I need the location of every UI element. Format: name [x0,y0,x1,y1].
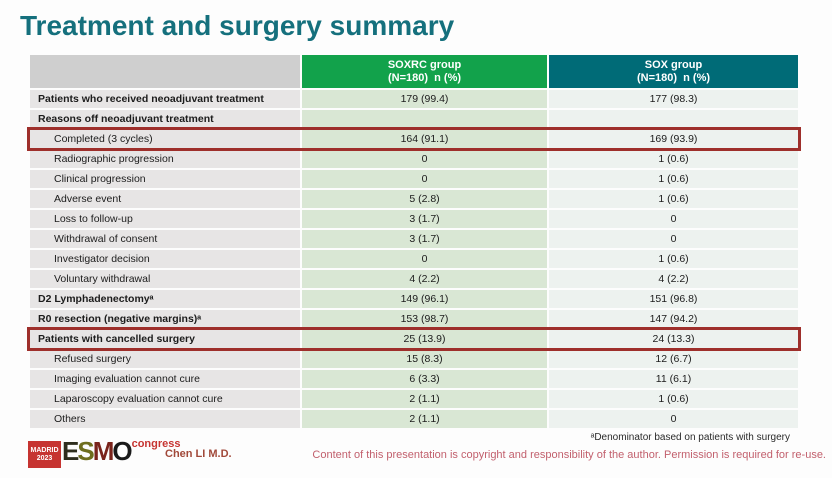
author-name: Chen LI M.D. [165,448,232,460]
soxrc-group-sublabel: (N=180) n (%) [387,71,462,84]
row-label: Clinical progression [30,170,300,188]
table-row: Voluntary withdrawal 4 (2.2) 4 (2.2) [30,270,798,288]
table-row: Adverse event 5 (2.8) 1 (0.6) [30,190,798,208]
soxrc-value: 4 (2.2) [302,270,547,288]
soxrc-value: 0 [302,170,547,188]
soxrc-value: 179 (99.4) [302,90,547,108]
row-label: Radiographic progression [30,150,300,168]
table-row: Investigator decision 0 1 (0.6) [30,250,798,268]
table-row: Patients who received neoadjuvant treatm… [30,90,798,108]
sox-value: 11 (6.1) [549,370,798,388]
soxrc-value: 2 (1.1) [302,390,547,408]
table-header-row: SOXRC group (N=180) n (%) SOX group (N=1… [30,55,798,88]
row-label: Refused surgery [30,350,300,368]
soxrc-value: 6 (3.3) [302,370,547,388]
table-body: Patients who received neoadjuvant treatm… [27,90,801,428]
row-label: Patients who received neoadjuvant treatm… [30,90,300,108]
sox-value: 0 [549,410,798,428]
copyright-notice: Content of this presentation is copyrigh… [312,449,826,461]
row-label: Reasons off neoadjuvant treatment [30,110,300,128]
soxrc-value: 5 (2.8) [302,190,547,208]
sox-value: 1 (0.6) [549,250,798,268]
sox-value: 151 (96.8) [549,290,798,308]
sox-value [549,110,798,128]
row-label: Voluntary withdrawal [30,270,300,288]
row-label: Others [30,410,300,428]
row-label: Withdrawal of consent [30,230,300,248]
soxrc-value [302,110,547,128]
logo-city: MADRID [30,446,59,454]
soxrc-value: 25 (13.9) [302,330,547,348]
sox-value: 147 (94.2) [549,310,798,328]
row-label: Adverse event [30,190,300,208]
logo-year: 2023 [36,454,53,462]
soxrc-value: 153 (98.7) [302,310,547,328]
sox-value: 12 (6.7) [549,350,798,368]
header-cell-sox: SOX group (N=180) n (%) [549,55,798,88]
soxrc-value: 3 (1.7) [302,230,547,248]
header-cell-empty [30,55,300,88]
sox-value: 169 (93.9) [549,130,798,148]
table-row: Loss to follow-up 3 (1.7) 0 [30,210,798,228]
table-row: Patients with cancelled surgery 25 (13.9)… [27,327,801,351]
sox-group-sublabel: (N=180) n (%) [636,71,711,84]
footnote-text: ᵃDenominator based on patients with surg… [590,432,790,443]
row-label: Loss to follow-up [30,210,300,228]
table-row: Reasons off neoadjuvant treatment [30,110,798,128]
sox-group-label: SOX group [644,58,703,71]
congress-label: congress [131,438,181,450]
row-label: D2 Lymphadenectomyᵃ [30,290,300,308]
table-row: Refused surgery 15 (8.3) 12 (6.7) [30,350,798,368]
soxrc-value: 2 (1.1) [302,410,547,428]
sox-value: 1 (0.6) [549,390,798,408]
table-row: Laparoscopy evaluation cannot cure 2 (1.1… [30,390,798,408]
sox-value: 177 (98.3) [549,90,798,108]
row-label: Laparoscopy evaluation cannot cure [30,390,300,408]
table-row: D2 Lymphadenectomyᵃ 149 (96.1) 151 (96.8) [30,290,798,308]
row-label: Investigator decision [30,250,300,268]
row-label: Completed (3 cycles) [30,130,300,148]
sox-value: 0 [549,230,798,248]
sox-value: 0 [549,210,798,228]
soxrc-group-label: SOXRC group [387,58,462,71]
row-label: Patients with cancelled surgery [30,330,300,348]
madrid-2023-badge: MADRID 2023 [28,441,61,468]
sox-value: 1 (0.6) [549,190,798,208]
page-title: Treatment and surgery summary [20,10,455,41]
soxrc-value: 3 (1.7) [302,210,547,228]
table-row: Radiographic progression 0 1 (0.6) [30,150,798,168]
table-row: Withdrawal of consent 3 (1.7) 0 [30,230,798,248]
sox-value: 1 (0.6) [549,150,798,168]
esmo-wordmark: ESMO [62,436,133,466]
soxrc-value: 0 [302,250,547,268]
header-cell-soxrc: SOXRC group (N=180) n (%) [302,55,547,88]
sox-value: 1 (0.6) [549,170,798,188]
table-row: R0 resection (negative margins)ᵃ 153 (98.… [30,310,798,328]
soxrc-value: 0 [302,150,547,168]
sox-value: 24 (13.3) [549,330,798,348]
table-row: Clinical progression 0 1 (0.6) [30,170,798,188]
row-label: Imaging evaluation cannot cure [30,370,300,388]
table-row: Others 2 (1.1) 0 [30,410,798,428]
table-row: Completed (3 cycles) 164 (91.1) 169 (93.9) [27,127,801,151]
sox-value: 4 (2.2) [549,270,798,288]
soxrc-value: 164 (91.1) [302,130,547,148]
esmo-congress-logo: MADRID 2023 ESMO congress [28,437,181,468]
treatment-summary-table: SOXRC group (N=180) n (%) SOX group (N=1… [27,55,801,430]
soxrc-value: 15 (8.3) [302,350,547,368]
row-label: R0 resection (negative margins)ᵃ [30,310,300,328]
soxrc-value: 149 (96.1) [302,290,547,308]
table-row: Imaging evaluation cannot cure 6 (3.3) 11 … [30,370,798,388]
